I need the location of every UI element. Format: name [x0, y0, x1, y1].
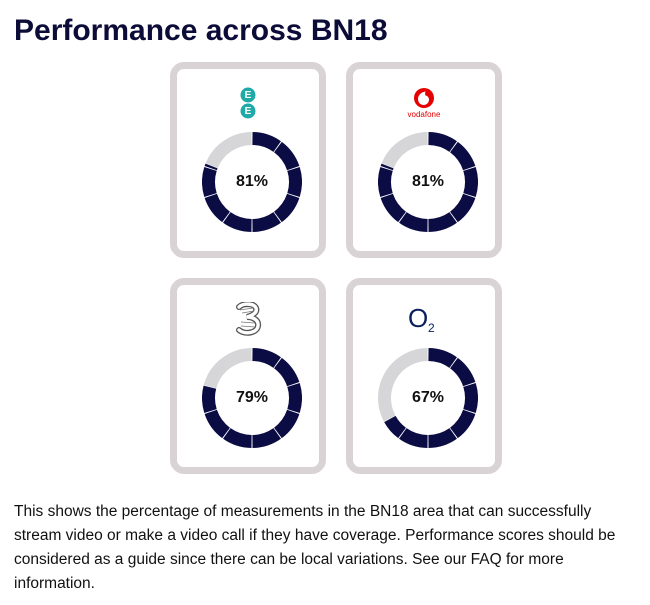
- donut-segment-filled-o2: [428, 427, 457, 448]
- donut-segment-filled-ee: [204, 193, 231, 223]
- percentage-label-o2: 67%: [411, 389, 445, 406]
- donut-segment-filled-vodafone: [380, 193, 407, 223]
- donut-segment-filled-vodafone: [449, 193, 476, 223]
- donut-segment-filled-o2: [463, 383, 478, 413]
- page-title: Performance across BN18: [14, 14, 388, 47]
- donut-segment-filled-vodafone: [378, 167, 393, 197]
- donut-segment-filled-vodafone: [428, 132, 457, 153]
- donut-segment-filled-three: [252, 427, 281, 448]
- donut-segment-remaining-three: [203, 348, 252, 389]
- donut-segment-filled-ee: [252, 132, 281, 153]
- percentage-label-vodafone: 81%: [411, 173, 445, 190]
- donut-segment-filled-o2: [428, 348, 457, 369]
- donut-segment-remaining-vodafone: [381, 132, 428, 169]
- donut-segment-filled-vodafone: [463, 167, 478, 197]
- donut-segment-filled-ee: [252, 211, 281, 232]
- percentage-label-ee: 81%: [235, 173, 269, 190]
- donut-segment-remaining-ee: [205, 132, 252, 169]
- donut-segment-filled-three: [287, 383, 302, 413]
- donut-segment-filled-o2: [449, 409, 476, 439]
- donut-segment-remaining-o2: [378, 348, 428, 422]
- o2-logo-subscript: 2: [428, 321, 435, 335]
- ee-logo-icon: E E: [240, 87, 256, 119]
- donut-segment-filled-three: [204, 409, 231, 439]
- vodafone-logo-text: vodafone: [408, 110, 441, 119]
- o2-logo-letter: O: [408, 303, 428, 333]
- percentage-label-three: 79%: [235, 389, 269, 406]
- vodafone-logo-icon: vodafone: [404, 87, 444, 119]
- donut-segment-filled-vodafone: [449, 141, 476, 171]
- donut-segment-filled-o2: [449, 357, 476, 387]
- donut-segment-filled-ee: [273, 193, 300, 223]
- donut-segment-filled-three: [252, 348, 281, 369]
- operator-card-three: 79%: [170, 278, 326, 474]
- donut-segment-filled-vodafone: [380, 163, 394, 171]
- donut-segment-filled-three: [273, 357, 300, 387]
- operator-grid: E E 81% vodafone 81%: [170, 62, 502, 474]
- donut-chart-vodafone: 81%: [378, 132, 478, 232]
- donut-segment-filled-ee: [223, 211, 252, 232]
- donut-segment-filled-vodafone: [399, 211, 428, 232]
- donut-segment-filled-three: [202, 385, 217, 413]
- description-text: This shows the percentage of measurement…: [14, 503, 616, 592]
- operator-card-ee: E E 81%: [170, 62, 326, 258]
- donut-chart-ee: 81%: [202, 132, 302, 232]
- donut-segment-filled-vodafone: [428, 211, 457, 232]
- operator-card-vodafone: vodafone 81%: [346, 62, 502, 258]
- donut-segment-filled-o2: [399, 427, 428, 448]
- three-logo-icon: [233, 302, 263, 336]
- svg-text:E: E: [245, 106, 252, 117]
- donut-chart-three: 79%: [202, 348, 302, 448]
- donut-segment-filled-three: [273, 409, 300, 439]
- donut-segment-filled-ee: [273, 141, 300, 171]
- donut-segment-filled-o2: [384, 415, 407, 439]
- donut-segment-filled-ee: [202, 167, 217, 197]
- donut-chart-o2: 67%: [378, 348, 478, 448]
- operator-card-o2: O 2 67%: [346, 278, 502, 474]
- o2-logo-icon: O 2: [406, 303, 442, 335]
- donut-segment-filled-ee: [287, 167, 302, 197]
- donut-segment-filled-ee: [204, 163, 218, 171]
- svg-text:E: E: [245, 90, 252, 101]
- donut-segment-filled-three: [223, 427, 252, 448]
